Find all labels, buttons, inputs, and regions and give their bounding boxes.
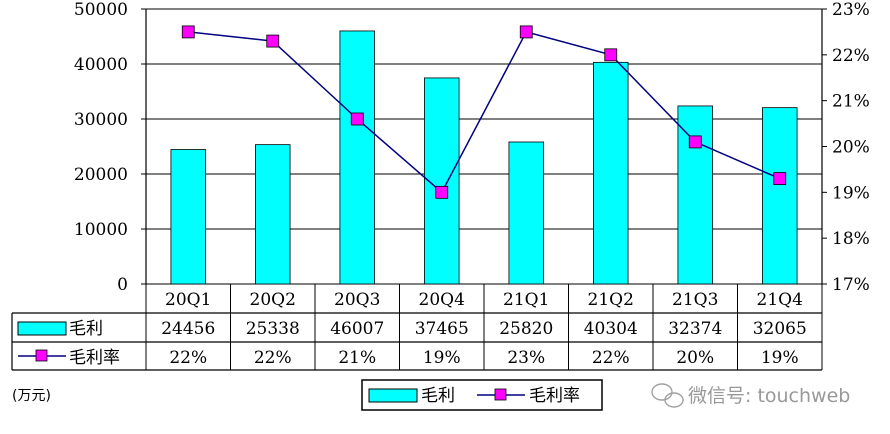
right-axis: 17% 18% 19% 20% 21% 22% 23% — [821, 0, 870, 295]
x-tick-label: 20Q4 — [419, 290, 465, 310]
row-line-marker — [35, 349, 48, 362]
table-cell-value: 32065 — [753, 319, 807, 339]
legend-line-marker — [494, 388, 507, 401]
table-cell-rate: 22% — [254, 348, 292, 368]
y2-tick-label: 23% — [832, 0, 870, 20]
x-tick-label: 20Q3 — [334, 290, 380, 310]
table-cell-value: 37465 — [415, 319, 469, 339]
table-cell-value: 32374 — [668, 319, 722, 339]
table-cell-rate: 21% — [338, 348, 376, 368]
rate-marker — [519, 25, 533, 39]
y2-tick-label: 21% — [832, 92, 870, 112]
rate-marker — [181, 25, 195, 39]
rate-marker — [688, 135, 702, 149]
y-tick-label: 10000 — [74, 220, 128, 240]
watermark-text: 微信号: touchweb — [688, 385, 850, 407]
rate-marker — [604, 48, 618, 62]
table-cell-rate: 20% — [676, 348, 714, 368]
left-axis: 0 10000 20000 30000 40000 50000 — [74, 0, 147, 295]
y2-tick-label: 18% — [832, 229, 870, 249]
y2-tick-label: 22% — [832, 46, 870, 66]
watermark: 微信号: touchweb — [651, 383, 850, 408]
line-series — [181, 25, 787, 199]
x-tick-label: 20Q2 — [250, 290, 296, 310]
legend-bar-swatch — [368, 388, 418, 403]
x-tick-label: 21Q2 — [588, 290, 634, 310]
rate-marker — [773, 172, 787, 185]
table-cell-value: 46007 — [330, 319, 384, 339]
bar — [339, 30, 375, 285]
bar — [593, 61, 629, 285]
table-cell-value: 25820 — [499, 319, 553, 339]
bar — [677, 105, 713, 285]
bar — [508, 141, 544, 285]
rate-marker — [435, 185, 449, 199]
unit-label: (万元) — [12, 388, 51, 404]
table-cell-value: 25338 — [246, 319, 300, 339]
y2-tick-label: 20% — [832, 138, 870, 158]
bar-series — [170, 30, 798, 285]
y-tick-label: 30000 — [74, 110, 128, 130]
legend-line-label: 毛利率 — [529, 386, 580, 406]
y-tick-label: 0 — [117, 275, 128, 295]
rate-line — [188, 31, 781, 194]
row-label-line: 毛利率 — [69, 348, 120, 368]
x-tick-label: 21Q1 — [503, 290, 549, 310]
x-tick-label: 20Q1 — [165, 290, 211, 310]
table-cell-rate: 19% — [761, 348, 799, 368]
wechat-icon — [651, 383, 684, 408]
legend: 毛利 毛利率 — [361, 379, 603, 411]
x-tick-label: 21Q3 — [672, 290, 718, 310]
table-cell-rate: 23% — [507, 348, 545, 368]
rate-marker — [266, 34, 280, 48]
table-cell-value: 24456 — [161, 319, 215, 339]
y-tick-label: 40000 — [74, 55, 128, 75]
data-table: 20Q1 24456 22% 20Q2 25338 22% 20Q3 46007 21% 20Q4… — [11, 284, 823, 371]
bar — [170, 149, 206, 285]
table-cell-rate: 22% — [592, 348, 630, 368]
y-tick-label: 50000 — [74, 0, 128, 20]
row-label-bar: 毛利 — [69, 319, 103, 339]
y-tick-label: 20000 — [74, 165, 128, 185]
legend-bar-label: 毛利 — [421, 386, 455, 406]
table-cell-value: 40304 — [584, 319, 638, 339]
y2-tick-label: 19% — [832, 183, 870, 203]
table-cell-rate: 19% — [423, 348, 461, 368]
row-bar-swatch — [17, 321, 67, 336]
table-cell-rate: 22% — [169, 348, 207, 368]
grid-lines — [146, 8, 822, 285]
bar — [762, 107, 798, 285]
y2-tick-label: 17% — [832, 275, 870, 295]
bar — [424, 77, 460, 285]
bar — [255, 144, 291, 285]
x-tick-label: 21Q4 — [757, 290, 803, 310]
rate-marker — [350, 112, 364, 126]
